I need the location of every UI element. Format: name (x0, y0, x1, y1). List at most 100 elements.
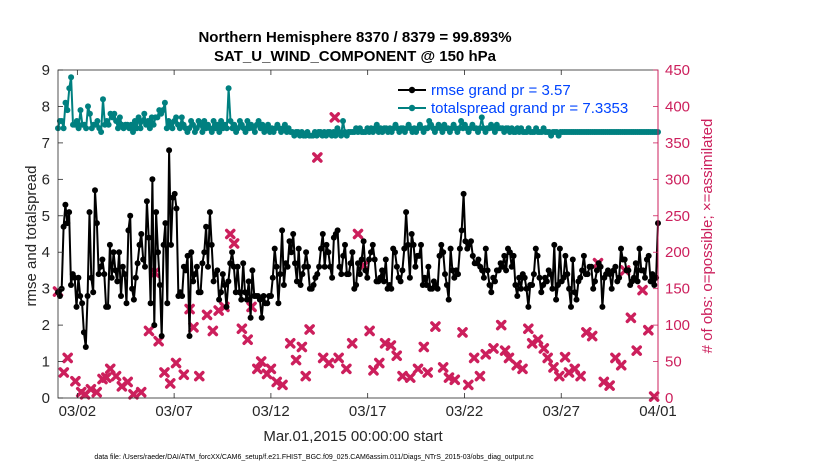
rmse-point (188, 249, 195, 256)
obs-marker-cross (58, 367, 70, 378)
obs-assimilated-marker (449, 374, 461, 386)
totalspread-point (173, 114, 180, 121)
rmse-point (192, 271, 198, 278)
rmse-point (116, 249, 123, 256)
rmse-point (455, 271, 461, 278)
totalspread-point (141, 110, 148, 117)
rmse-point (80, 329, 87, 336)
totalspread-point (75, 125, 82, 132)
rmse-point (86, 209, 93, 216)
obs-assimilated-marker (277, 379, 288, 391)
obs-assimilated-marker (548, 362, 559, 373)
totalspread-point (373, 121, 380, 128)
rmse-point (93, 220, 100, 227)
rmse-point (151, 322, 158, 329)
y-left-tick-label: 0 (42, 390, 50, 407)
rmse-point (234, 263, 241, 270)
rmse-point (590, 285, 597, 292)
legend-spread-marker (408, 104, 416, 112)
obs-marker-cross (412, 363, 424, 375)
obs-marker-cross (553, 370, 565, 382)
obs-marker-cross (352, 228, 364, 240)
totalspread-point (150, 121, 157, 128)
rmse-point (560, 274, 567, 281)
rmse-point (160, 241, 167, 248)
obs-marker-cross (532, 334, 544, 345)
footer-note: data file: /Users/raeder/DAI/ATM_forcXX/… (94, 454, 534, 461)
rmse-point (362, 267, 369, 274)
totalspread-point (154, 114, 161, 121)
rmse-point (651, 282, 658, 288)
y-left-tick-label: 2 (42, 317, 50, 334)
rmse-point (129, 285, 136, 292)
rmse-point (303, 249, 310, 256)
rmse-point (492, 278, 498, 285)
rmse-point (90, 289, 97, 296)
rmse-point (229, 249, 236, 256)
obs-marker-cross (586, 330, 598, 342)
obs-marker-cross (364, 325, 375, 337)
obs-assimilated-marker (523, 323, 534, 335)
rmse-point (506, 249, 513, 256)
rmse-point (649, 271, 656, 278)
totalspread-point (265, 121, 271, 128)
rmse-point (140, 256, 147, 263)
rmse-point (553, 296, 560, 303)
rmse-point (571, 289, 578, 296)
obs-marker-cross (85, 383, 97, 395)
rmse-point (236, 289, 243, 296)
rmse-point (118, 293, 124, 299)
x-tick-label: 03/27 (542, 403, 580, 420)
obs-assimilated-marker (252, 363, 263, 375)
rmse-point (323, 241, 330, 248)
rmse-point (406, 274, 413, 281)
totalspread-point (178, 114, 185, 121)
obs-marker-cross (143, 325, 155, 337)
rmse-point (247, 314, 254, 321)
x-tick-label: 04/01 (639, 403, 677, 420)
obs-assimilated-marker (391, 350, 403, 362)
rmse-point (484, 267, 491, 274)
rmse-point (630, 274, 637, 281)
y-left-tick-label: 5 (42, 208, 50, 225)
rmse-point (475, 256, 482, 263)
obs-assimilated-marker (271, 376, 283, 388)
obs-assimilated-marker (91, 386, 103, 398)
totalspread-point (210, 118, 217, 124)
rmse-point (621, 256, 628, 263)
rmse-point (286, 238, 293, 245)
obs-assimilated-marker (418, 341, 430, 353)
obs-assimilated-marker (346, 338, 358, 349)
totalspread-point (338, 132, 345, 139)
obs-assimilated-marker (553, 370, 565, 382)
x-tick-label: 03/12 (252, 403, 290, 420)
obs-marker-cross (648, 391, 660, 402)
x-tick-label: 03/17 (349, 403, 387, 420)
totalspread-point (281, 121, 288, 128)
totalspread-point (251, 129, 258, 135)
y-left-tick-label: 7 (42, 135, 50, 152)
obs-marker-cross (418, 341, 430, 353)
totalspread-point (186, 125, 193, 132)
obs-assimilated-marker (397, 370, 408, 382)
rmse-point (462, 238, 469, 245)
obs-assimilated-marker (604, 380, 615, 391)
totalspread-point (139, 118, 146, 124)
rmse-point (364, 274, 371, 281)
rmse-point (405, 241, 411, 248)
rmse-point (132, 274, 139, 281)
obs-marker-cross (385, 340, 397, 351)
y-axis-left-label: rmse and totalspread (23, 166, 40, 307)
totalspread-point (85, 103, 91, 110)
rmse-point (410, 241, 417, 248)
obs-marker-cross (159, 367, 170, 378)
rmse-point (445, 296, 452, 303)
rmse-point (168, 241, 174, 248)
obs-marker-cross (631, 345, 643, 356)
obs-marker-cross (242, 334, 253, 345)
rmse-point (273, 263, 280, 270)
rmse-point (443, 282, 450, 288)
obs-assimilated-marker (457, 327, 468, 338)
rmse-point (223, 303, 230, 310)
